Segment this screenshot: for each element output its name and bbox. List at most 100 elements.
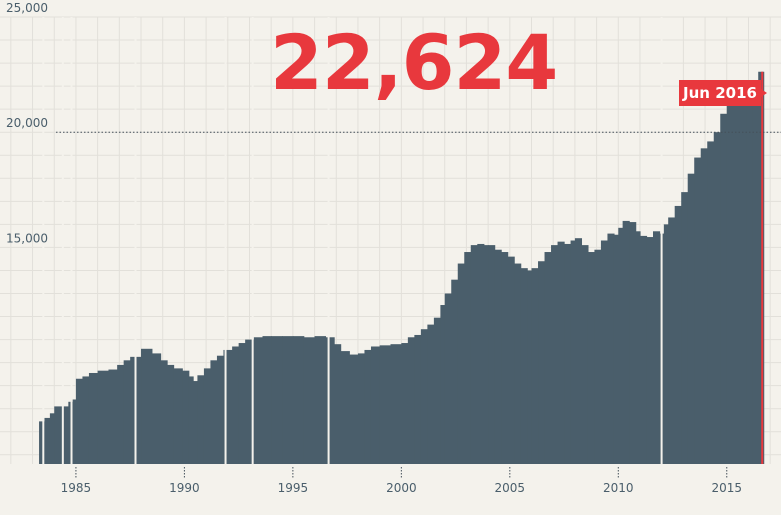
bar (700, 148, 708, 464)
bar (570, 240, 576, 464)
bars (39, 71, 765, 465)
x-tick-label: 1995 (278, 481, 309, 495)
bar (574, 238, 583, 464)
bar (739, 93, 747, 465)
bar (262, 336, 272, 464)
bar (390, 344, 402, 464)
bar (414, 334, 422, 464)
bar (600, 240, 609, 464)
bar (427, 324, 435, 464)
bar (197, 375, 205, 464)
bar (245, 339, 255, 464)
bar (325, 337, 335, 464)
bar (370, 346, 381, 464)
bar (746, 90, 754, 464)
bar (232, 346, 240, 464)
bar (444, 293, 452, 464)
bar (607, 233, 615, 464)
x-tick-label: 1985 (61, 481, 92, 495)
bar (687, 173, 695, 464)
bar (314, 336, 327, 464)
x-tick-label: 2005 (495, 481, 526, 495)
bar (123, 360, 131, 464)
bar (527, 270, 533, 464)
bar (39, 421, 46, 464)
bar-separator (327, 17, 330, 464)
bar (464, 252, 472, 464)
bar (54, 406, 69, 464)
y-tick-label: 20,000 (6, 116, 48, 130)
bar (117, 364, 125, 464)
bar (364, 349, 372, 464)
bar (253, 337, 264, 464)
bar (216, 355, 225, 464)
bar (733, 95, 741, 464)
bar (433, 317, 441, 464)
bar (514, 263, 522, 464)
bar (303, 337, 316, 464)
bar (282, 336, 294, 464)
y-tick-label: 15,000 (6, 231, 48, 245)
bar (340, 351, 350, 464)
axes: 25,000 20,000 15,000 1985 1990 1995 2000 2005 20… (6, 1, 781, 495)
x-tick-label: 2010 (603, 481, 634, 495)
bar (188, 376, 194, 464)
bar-separator (224, 17, 227, 464)
bar (401, 343, 409, 464)
headline-value: 22,624 (270, 18, 558, 107)
bar (203, 368, 212, 464)
bar (520, 268, 528, 464)
bar (483, 245, 489, 464)
bar (587, 252, 596, 464)
bar (271, 336, 283, 464)
bar (564, 243, 572, 464)
bar (726, 102, 734, 465)
bar (622, 220, 630, 464)
y-tick-label: 25,000 (6, 1, 48, 15)
bar (470, 245, 478, 464)
bar (663, 224, 669, 464)
bar (182, 370, 190, 464)
bar (420, 329, 428, 464)
bar (457, 263, 465, 464)
bar (629, 222, 637, 464)
bar (551, 245, 559, 464)
bar (75, 378, 84, 464)
bar (713, 132, 721, 465)
latest-date-callout: Jun 2016 (679, 80, 767, 106)
bar (160, 360, 168, 464)
bar-separator (42, 17, 45, 464)
bar (440, 305, 446, 464)
x-tick-label: 2000 (386, 481, 417, 495)
bar (349, 354, 359, 464)
bar (581, 245, 589, 464)
bar (334, 344, 342, 464)
bar (49, 413, 55, 464)
bar-separator (660, 17, 663, 464)
bar (668, 217, 676, 464)
bar (151, 353, 162, 464)
bar-gaps (42, 17, 663, 464)
bar (538, 261, 546, 464)
bar-separator (251, 17, 254, 464)
bar (108, 369, 118, 464)
bar (594, 249, 602, 464)
bar (707, 141, 715, 465)
bar (477, 243, 485, 464)
bar (646, 237, 654, 464)
bar (173, 368, 183, 464)
x-tick-label: 1990 (169, 481, 200, 495)
bar (451, 279, 459, 464)
bar (681, 192, 689, 464)
bar (544, 252, 552, 464)
bar-separator (61, 17, 64, 464)
bar (97, 370, 110, 464)
bar (223, 349, 233, 464)
bar (531, 268, 539, 464)
bar (501, 252, 509, 464)
bar (494, 249, 502, 464)
bar (379, 345, 392, 464)
bar (238, 343, 246, 464)
x-tick-label: 2015 (711, 481, 742, 495)
